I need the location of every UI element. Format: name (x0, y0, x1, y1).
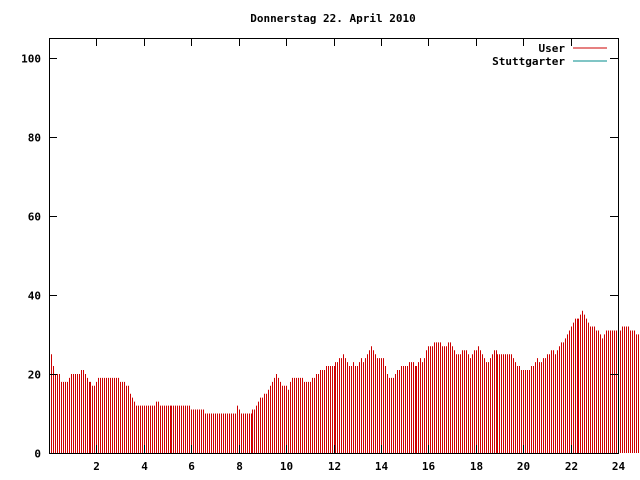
y-tick-label: 20 (28, 369, 41, 382)
y-tick-label: 40 (28, 290, 41, 303)
y-tick-label: 80 (28, 132, 41, 145)
x-tick-label: 4 (141, 460, 148, 473)
y-tick-label: 100 (21, 53, 41, 66)
x-tick-label: 2 (93, 460, 100, 473)
x-tick-label: 6 (188, 460, 195, 473)
x-tick-label: 14 (375, 460, 389, 473)
x-tick-label: 18 (470, 460, 483, 473)
x-tick-label: 16 (422, 460, 436, 473)
chart-title: Donnerstag 22. April 2010 (250, 12, 416, 25)
bars-group (49, 310, 639, 453)
x-tick-label: 20 (517, 460, 530, 473)
x-tick-label: 10 (280, 460, 293, 473)
x-tick-label: 12 (328, 460, 341, 473)
legend-label: User (539, 42, 566, 55)
legend-label: Stuttgarter (492, 55, 565, 68)
x-tick-label: 8 (236, 460, 243, 473)
y-tick-label: 0 (34, 448, 41, 461)
x-tick-label: 24 (612, 460, 626, 473)
x-tick-label: 22 (565, 460, 578, 473)
y-tick-label: 60 (28, 211, 41, 224)
